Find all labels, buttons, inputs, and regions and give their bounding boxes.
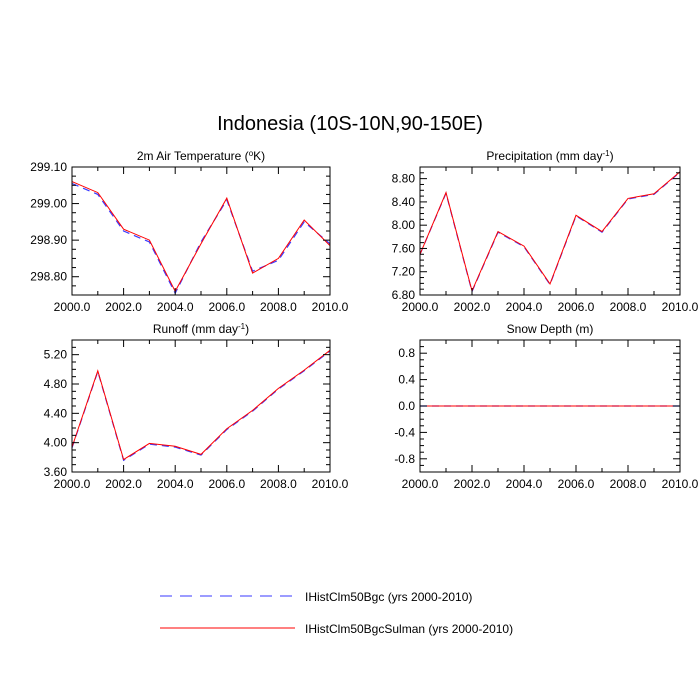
legend-entry-1: IHistClm50Bgc (yrs 2000-2010) [160,590,472,604]
y-tick-label: 298.90 [30,233,67,247]
y-tick-label: 7.20 [392,265,416,279]
x-tick-label: 2010.0 [312,477,349,491]
x-tick-label: 2010.0 [662,477,699,491]
y-tick-label: 6.80 [392,288,416,302]
plot-frame [71,339,331,473]
x-tick-label: 2004.0 [506,300,543,314]
legend-label: IHistClm50BgcSulman (yrs 2000-2010) [305,622,513,636]
y-tick-label: 298.80 [30,270,67,284]
x-tick-label: 2002.0 [105,300,142,314]
x-tick-label: 2006.0 [208,300,245,314]
legend-entry-2: IHistClm50BgcSulman (yrs 2000-2010) [160,622,513,636]
x-tick-label: 2004.0 [157,477,194,491]
y-tick-label: 299.00 [30,197,67,211]
panel-title: Snow Depth (m) [507,322,594,336]
panels-group: 2m Air Temperature (oK) 2000.0 2002.0 2004.… [30,149,698,492]
chart-panel-3: Runoff (mm day-1) 2000.0 2002.0 2004.0 2006.… [44,322,349,492]
x-tick-label: 2000.0 [54,300,91,314]
chart-panel-4: Snow Depth (m) 2000.0 2002.0 2004.0 2006.0 20… [394,322,698,491]
chart-panel-2: Precipitation (mm day-1) 2000.0 2002.0 2004… [392,149,699,315]
x-tick-label: 2002.0 [454,477,491,491]
y-tick-label: 3.60 [44,465,68,479]
y-tick-label: 0.8 [398,346,415,360]
x-tick-label: 2006.0 [558,477,595,491]
x-tick-label: 2010.0 [662,300,699,314]
x-tick-label: 2002.0 [105,477,142,491]
series-line-2 [71,349,331,461]
series-line-1 [71,350,331,462]
x-tick-label: 2004.0 [506,477,543,491]
x-tick-label: 2008.0 [260,477,297,491]
y-tick-label: 4.40 [44,406,68,420]
y-tick-label: 8.80 [392,172,416,186]
y-tick-label: 299.10 [30,160,67,174]
x-tick-label: 2006.0 [558,300,595,314]
x-tick-label: 2000.0 [402,300,439,314]
plot-frame [71,166,331,296]
series-line-2 [71,181,331,293]
y-tick-label: 0.0 [398,399,415,413]
y-tick-label: 7.60 [392,241,416,255]
legend: IHistClm50Bgc (yrs 2000-2010) IHistClm50B… [160,590,513,636]
series-line-1 [419,171,681,294]
x-tick-label: 2008.0 [610,477,647,491]
y-tick-label: 8.40 [392,195,416,209]
y-tick-label: 4.00 [44,436,68,450]
panel-title: Precipitation (mm day-1) [486,149,613,164]
x-tick-label: 2006.0 [208,477,245,491]
y-tick-label: 0.4 [398,373,415,387]
x-tick-label: 2010.0 [312,300,349,314]
figure-title: Indonesia (10S-10N,90-150E) [217,113,483,135]
legend-label: IHistClm50Bgc (yrs 2000-2010) [305,590,472,604]
series-line-1 [71,182,331,295]
chart-panel-1: 2m Air Temperature (oK) 2000.0 2002.0 2004.… [30,149,348,315]
plot-frame [419,166,681,296]
y-tick-label: -0.4 [394,425,415,439]
x-tick-label: 2008.0 [610,300,647,314]
series-line-2 [419,171,681,293]
x-tick-label: 2004.0 [157,300,194,314]
y-tick-label: 5.20 [44,348,68,362]
y-tick-label: -0.8 [394,452,415,466]
x-tick-label: 2000.0 [402,477,439,491]
y-tick-label: 4.80 [44,377,68,391]
x-tick-label: 2008.0 [260,300,297,314]
panel-title: Runoff (mm day-1) [153,322,249,337]
x-tick-label: 2002.0 [454,300,491,314]
x-tick-label: 2000.0 [54,477,91,491]
panel-title: 2m Air Temperature (oK) [137,149,265,164]
y-tick-label: 8.00 [392,218,416,232]
